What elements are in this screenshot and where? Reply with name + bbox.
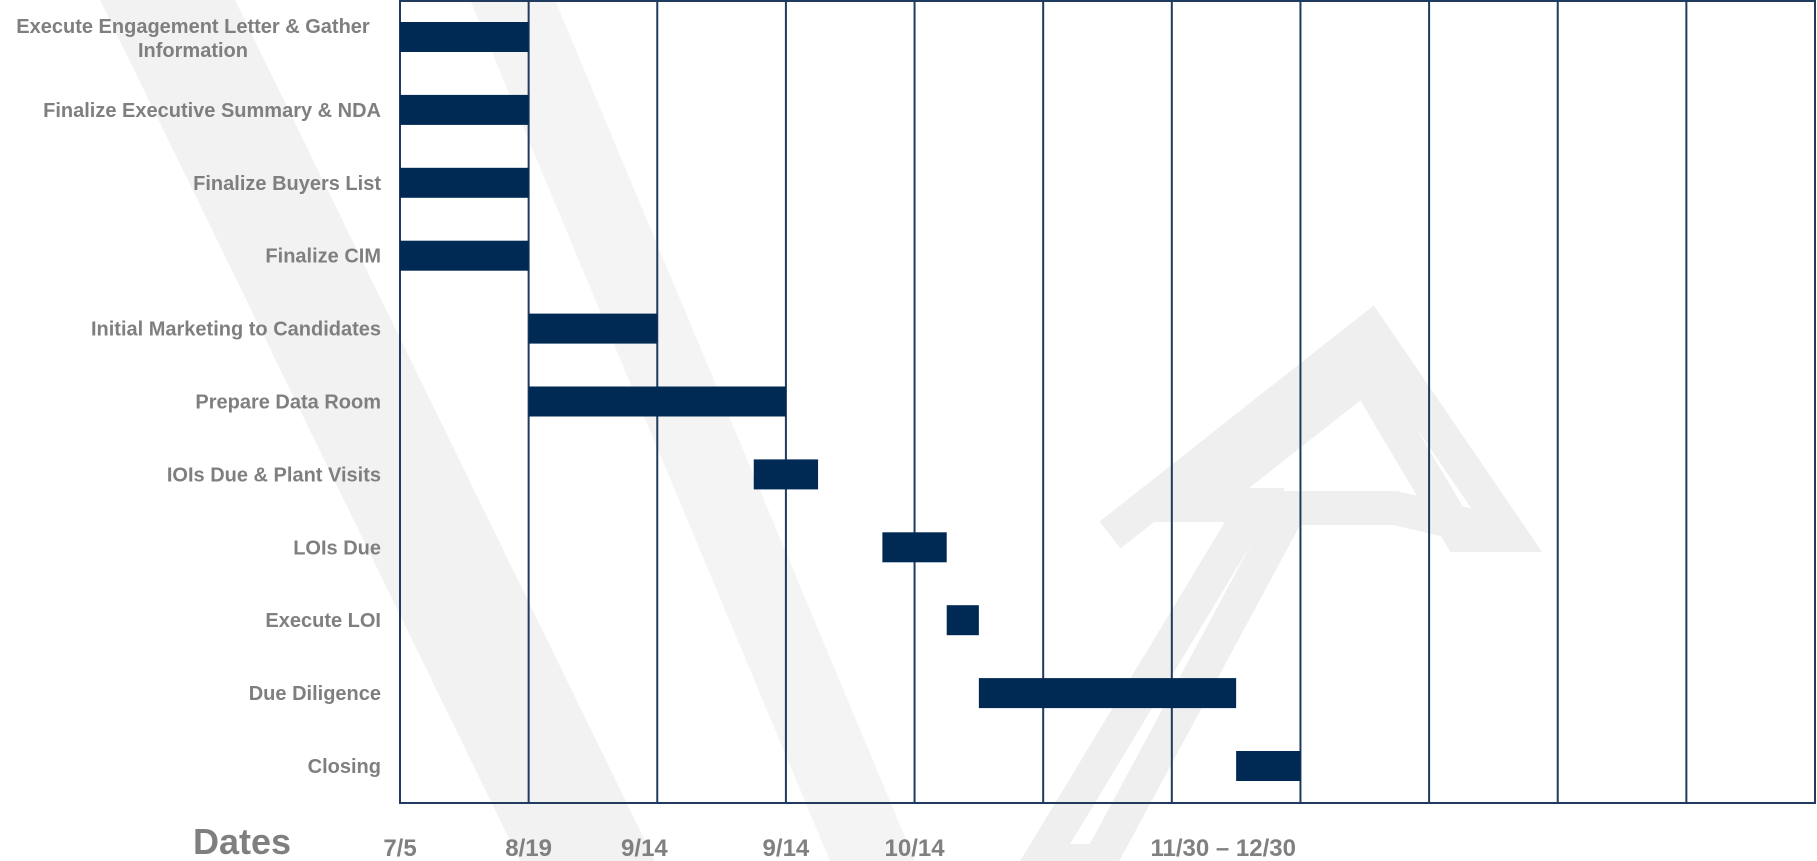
task-label: Prepare Data Room [195, 392, 381, 414]
task-bar [1236, 751, 1301, 781]
task-label: IOIs Due & Plant Visits [167, 464, 381, 486]
task-bar [753, 459, 819, 490]
date-label: 9/14 [763, 835, 810, 861]
task-bar [400, 94, 529, 125]
task-label: Finalize Executive Summary & NDA [43, 100, 381, 122]
task-bar [528, 386, 786, 417]
dates-title: Dates [193, 821, 291, 861]
date-labels: Dates 7/5 8/19 9/14 9/14 10/14 11/30 – 12/30 [193, 821, 1296, 861]
task-bar [400, 167, 529, 198]
watermark-diagonal-stripe [470, 0, 915, 861]
date-label: 9/14 [621, 835, 668, 861]
watermark-logo [100, 0, 1543, 861]
task-bar [400, 240, 529, 271]
date-label: 11/30 – 12/30 [1151, 835, 1296, 861]
plot-frame [399, 0, 1816, 804]
task-label: Finalize CIM [265, 246, 381, 268]
task-label: LOIs Due [293, 537, 381, 559]
task-bar [946, 605, 979, 636]
watermark-diagonal-stripe [100, 0, 655, 861]
date-label: 10/14 [885, 835, 946, 861]
date-label: 8/19 [505, 835, 552, 861]
task-label: Closing [308, 756, 381, 778]
task-bar [978, 678, 1237, 709]
task-bar [882, 532, 947, 563]
task-label: Execute LOI [265, 610, 381, 632]
task-bar [400, 22, 529, 52]
task-bar [528, 313, 658, 344]
task-label: Finalize Buyers List [193, 173, 381, 195]
grid [399, 0, 1816, 804]
task-label: Initial Marketing to Candidates [91, 319, 381, 341]
task-label: Execute Engagement Letter & Gather Inform… [16, 16, 370, 62]
bars [400, 22, 1301, 781]
watermark-house-outline [1020, 305, 1543, 861]
date-label: 7/5 [383, 835, 416, 861]
task-label: Due Diligence [249, 683, 381, 705]
task-labels: Execute Engagement Letter & Gather Inform… [16, 16, 381, 778]
